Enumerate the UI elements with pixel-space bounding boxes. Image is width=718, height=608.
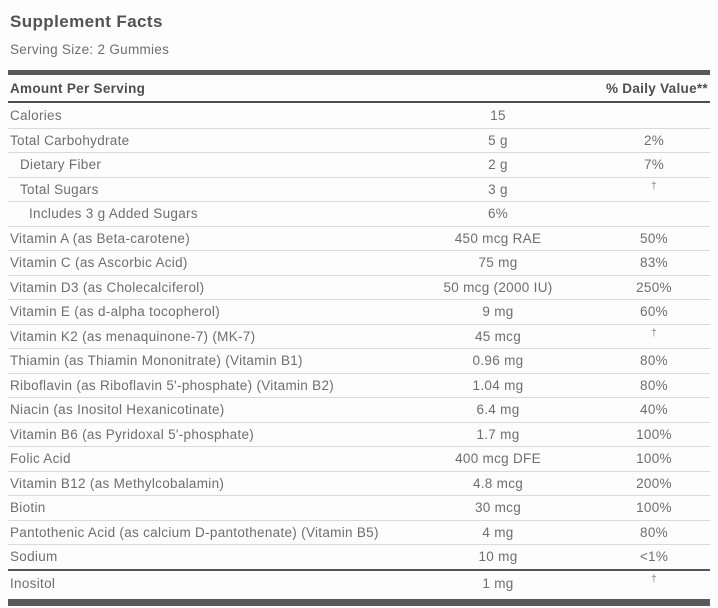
nutrient-daily-value: 100% [636, 426, 672, 442]
table-row: Folic Acid 400 mcg DFE 100% [8, 446, 710, 471]
page-title: Supplement Facts [10, 12, 163, 31]
nutrient-daily-value: 40% [640, 402, 668, 418]
nutrient-name: Riboflavin (as Riboflavin 5'-phosphate) … [10, 377, 335, 393]
table-row: Inositol 1 mg † [8, 568, 710, 599]
table-row: Includes 3 g Added Sugars 6% [8, 201, 710, 226]
nutrient-name: Pantothenic Acid (as calcium D-pantothen… [10, 524, 379, 540]
nutrient-amount: 30 mcg [474, 500, 522, 516]
nutrient-amount: 4.8 mcg [472, 475, 524, 491]
daily-value-header: % Daily Value** [605, 80, 708, 96]
nutrient-amount: 1 mg [482, 575, 514, 591]
top-divider-bar [8, 70, 710, 75]
nutrient-daily-value: 200% [636, 475, 672, 491]
table-row: Riboflavin (as Riboflavin 5'-phosphate) … [8, 372, 710, 398]
nutrient-daily-value: 100% [636, 500, 672, 516]
nutrient-name: Dietary Fiber [20, 157, 102, 173]
table-row: Calories 15 [8, 103, 710, 128]
nutrient-amount: 2 g [488, 157, 508, 173]
nutrient-name: Niacin (as Inositol Hexanicotinate) [10, 402, 225, 418]
nutrient-name: Vitamin B12 (as Methylcobalamin) [10, 475, 225, 491]
table-row: Total Sugars 3 g † [8, 176, 710, 202]
nutrient-amount: 50 mcg (2000 IU) [443, 279, 553, 295]
nutrient-amount: 4 mg [482, 524, 514, 540]
nutrient-name: Biotin [10, 500, 46, 516]
nutrient-daily-value: † [651, 573, 657, 585]
nutrient-daily-value: 80% [640, 353, 668, 369]
nutrient-amount: 0.96 mg [472, 353, 524, 369]
nutrient-daily-value: 80% [640, 524, 668, 540]
table-row: Vitamin E (as d-alpha tocopherol) 9 mg 6… [8, 299, 710, 324]
nutrient-rows: Calories 15 Total Carbohydrate 5 g 2% Di… [8, 103, 710, 599]
nutrient-amount: 6% [487, 206, 509, 222]
nutrient-amount: 5 g [488, 132, 508, 148]
bottom-divider-bar [8, 598, 710, 606]
nutrient-amount: 1.7 mg [476, 426, 520, 442]
nutrient-name: Vitamin A (as Beta-carotene) [10, 230, 190, 246]
table-row: Vitamin A (as Beta-carotene) 450 mcg RAE… [8, 225, 710, 251]
nutrient-amount: 450 mcg RAE [454, 230, 542, 246]
nutrient-daily-value: 2% [643, 132, 665, 148]
nutrient-name: Thiamin (as Thiamin Mononitrate) (Vitami… [10, 353, 303, 369]
table-row: Sodium 10 mg <1% [8, 544, 710, 569]
table-row: Vitamin B12 (as Methylcobalamin) 4.8 mcg… [8, 470, 710, 496]
table-row: Vitamin K2 (as menaquinone-7) (MK-7) 45 … [8, 323, 710, 349]
nutrient-name: Calories [10, 107, 62, 123]
nutrient-daily-value: 60% [640, 304, 668, 320]
nutrient-daily-value: 250% [636, 279, 672, 295]
table-row: Vitamin C (as Ascorbic Acid) 75 mg 83% [8, 250, 710, 275]
table-row: Dietary Fiber 2 g 7% [8, 152, 710, 177]
table-header: Amount Per Serving % Daily Value** [8, 75, 710, 103]
nutrient-name: Total Sugars [20, 181, 99, 197]
nutrient-name: Vitamin D3 (as Cholecalciferol) [10, 279, 205, 295]
nutrient-daily-value: 83% [640, 255, 668, 271]
nutrient-amount: 10 mg [478, 549, 518, 565]
nutrient-amount: 45 mcg [474, 328, 522, 344]
nutrient-amount: 15 [490, 107, 506, 123]
table-row: Total Carbohydrate 5 g 2% [8, 127, 710, 153]
amount-per-serving-header: Amount Per Serving [10, 80, 146, 96]
table-row: Thiamin (as Thiamin Mononitrate) (Vitami… [8, 348, 710, 373]
table-row: Pantothenic Acid (as calcium D-pantothen… [8, 519, 710, 545]
nutrient-daily-value: † [651, 327, 657, 339]
nutrient-name: Sodium [10, 549, 58, 565]
nutrient-name: Vitamin K2 (as menaquinone-7) (MK-7) [10, 328, 256, 344]
nutrient-name: Vitamin E (as d-alpha tocopherol) [10, 304, 221, 320]
nutrient-name: Inositol [10, 575, 56, 591]
nutrient-daily-value: 100% [636, 451, 672, 467]
nutrient-name: Vitamin B6 (as Pyridoxal 5'-phosphate) [10, 426, 255, 442]
nutrient-name: Includes 3 g Added Sugars [29, 206, 198, 222]
table-row: Vitamin B6 (as Pyridoxal 5'-phosphate) 1… [8, 421, 710, 447]
nutrient-daily-value: 50% [640, 230, 668, 246]
nutrient-name: Vitamin C (as Ascorbic Acid) [10, 255, 188, 271]
nutrient-amount: 75 mg [478, 255, 518, 271]
nutrient-daily-value: 80% [640, 377, 668, 393]
nutrient-amount: 6.4 mg [476, 402, 520, 418]
nutrient-amount: 3 g [488, 181, 508, 197]
serving-size: Serving Size: 2 Gummies [10, 42, 170, 57]
nutrient-daily-value: <1% [639, 549, 669, 565]
table-row: Vitamin D3 (as Cholecalciferol) 50 mcg (… [8, 274, 710, 300]
nutrient-amount: 1.04 mg [472, 377, 524, 393]
nutrient-amount: 400 mcg DFE [455, 451, 541, 467]
nutrient-amount: 9 mg [482, 304, 514, 320]
nutrient-daily-value: 7% [643, 157, 665, 173]
nutrient-name: Total Carbohydrate [10, 132, 130, 148]
nutrient-name: Folic Acid [10, 451, 71, 467]
table-row: Niacin (as Inositol Hexanicotinate) 6.4 … [8, 397, 710, 422]
table-row: Biotin 30 mcg 100% [8, 495, 710, 520]
nutrient-daily-value: † [651, 180, 657, 192]
